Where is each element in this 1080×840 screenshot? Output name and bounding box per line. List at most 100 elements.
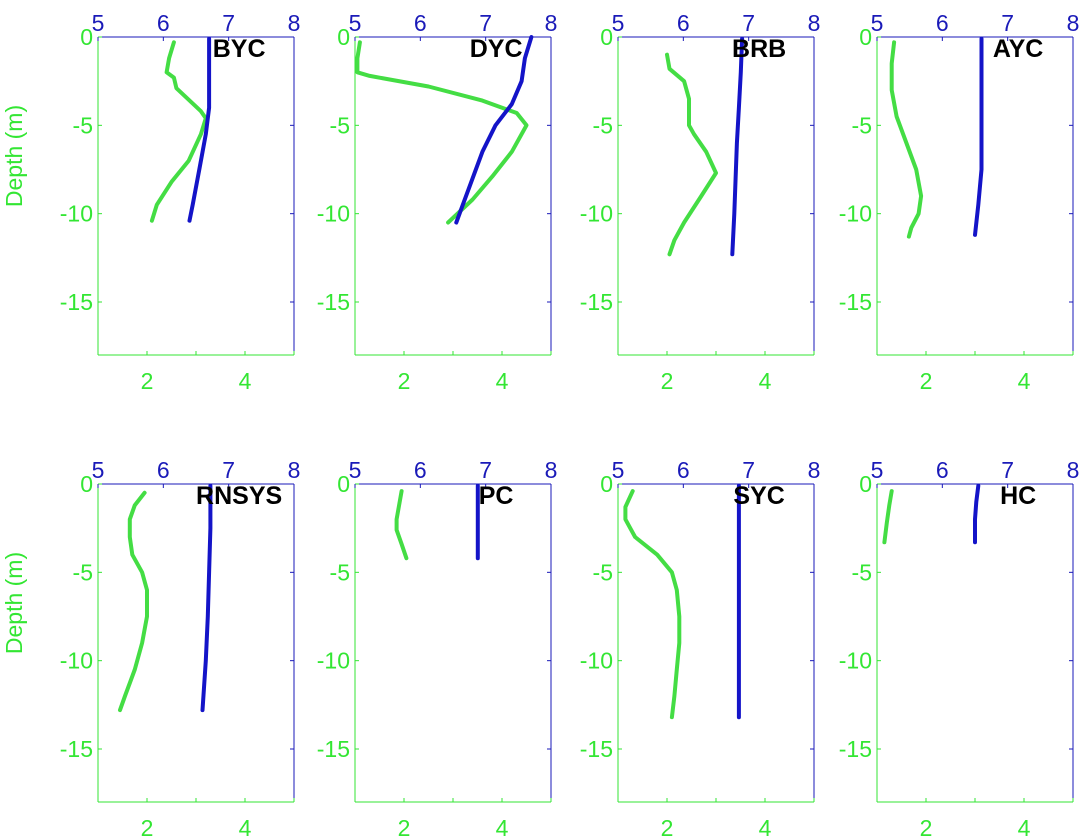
y-tick-label: -10 <box>580 648 613 674</box>
series-line-bottom-axis <box>394 489 409 561</box>
panel-byc: 0 -5 -10 -15 2 4 5 6 7 8 BYC Depth (m) <box>1 10 300 394</box>
x-top-tick-label: 6 <box>414 457 427 483</box>
x-bottom-tick-label: 2 <box>661 815 674 840</box>
y-tick-label: -15 <box>60 289 93 315</box>
series-line-top-axis <box>973 483 981 545</box>
x-top-tick-label: 8 <box>545 10 558 36</box>
y-tick-label: -10 <box>580 201 613 227</box>
x-bottom-tick-label: 2 <box>398 368 411 394</box>
y-tick-label: -5 <box>852 112 872 138</box>
station-label: BRB <box>732 35 786 63</box>
y-tick-label: -5 <box>73 112 93 138</box>
x-top-tick-label: 7 <box>1001 457 1014 483</box>
x-top-tick-label: 8 <box>288 10 301 36</box>
x-bottom-tick-label: 2 <box>920 815 933 840</box>
station-label: AYC <box>993 35 1044 63</box>
y-tick-label: -10 <box>60 201 93 227</box>
x-top-tick-label: 8 <box>545 457 558 483</box>
panel-syc: 0 -5 -10 -15 2 4 5 6 7 8 SYC <box>580 457 821 840</box>
series-line-top-axis <box>730 36 745 257</box>
x-bottom-tick-label: 2 <box>920 368 933 394</box>
y-tick-label: -15 <box>317 736 350 762</box>
series-line-top-axis <box>200 483 213 713</box>
x-bottom-tick-label: 4 <box>1018 368 1031 394</box>
x-bottom-tick-label: 4 <box>1018 815 1031 840</box>
series-line-top-axis <box>454 35 534 225</box>
y-tick-label: -10 <box>317 648 350 674</box>
panel-dyc: 0 -5 -10 -15 2 4 5 6 7 8 DYC <box>317 10 558 394</box>
panel-ayc: 0 -5 -10 -15 2 4 5 6 7 8 AYC <box>839 10 1080 394</box>
series-line-bottom-axis <box>623 489 682 720</box>
y-tick-label: -10 <box>839 648 872 674</box>
x-bottom-tick-label: 4 <box>759 815 772 840</box>
x-bottom-tick-label: 4 <box>239 815 252 840</box>
x-top-tick-label: 8 <box>808 10 821 36</box>
x-top-tick-label: 6 <box>936 457 949 483</box>
panel-brb: 0 -5 -10 -15 2 4 5 6 7 8 BRB <box>580 10 821 394</box>
station-label: RNSYS <box>196 482 282 510</box>
x-bottom-tick-label: 4 <box>496 815 509 840</box>
series-line-bottom-axis <box>118 490 149 713</box>
x-top-tick-label: 6 <box>414 10 427 36</box>
x-top-tick-label: 5 <box>349 10 362 36</box>
y-tick-label: -5 <box>852 559 872 585</box>
station-label: PC <box>479 482 514 510</box>
y-tick-label: -10 <box>839 201 872 227</box>
x-top-tick-label: 6 <box>677 457 690 483</box>
panel-pc: 0 -5 -10 -15 2 4 5 6 7 8 PC <box>317 457 558 840</box>
y-tick-label: 0 <box>337 24 350 50</box>
x-bottom-tick-label: 2 <box>661 368 674 394</box>
station-label: BYC <box>213 35 266 63</box>
x-bottom-tick-label: 4 <box>239 368 252 394</box>
x-top-tick-label: 8 <box>1067 457 1080 483</box>
x-top-tick-label: 6 <box>157 10 170 36</box>
series-line-bottom-axis <box>882 489 894 545</box>
x-top-tick-label: 7 <box>222 457 235 483</box>
y-axis-label: Depth (m) <box>1 105 27 207</box>
x-top-tick-label: 5 <box>92 10 105 36</box>
x-bottom-tick-label: 2 <box>398 815 411 840</box>
x-top-tick-label: 7 <box>742 457 755 483</box>
y-tick-label: -10 <box>60 648 93 674</box>
x-top-tick-label: 6 <box>677 10 690 36</box>
y-tick-label: -5 <box>73 559 93 585</box>
station-label: DYC <box>470 35 523 63</box>
series-line-top-axis <box>187 36 212 223</box>
y-tick-label: -5 <box>330 112 350 138</box>
y-tick-label: 0 <box>600 471 613 497</box>
x-top-tick-label: 7 <box>742 10 755 36</box>
x-top-tick-label: 6 <box>157 457 170 483</box>
series-line-bottom-axis <box>889 40 924 239</box>
x-top-tick-label: 8 <box>288 457 301 483</box>
series-line-top-axis <box>973 36 984 237</box>
x-top-tick-label: 7 <box>222 10 235 36</box>
y-tick-label: -15 <box>839 736 872 762</box>
y-tick-label: 0 <box>859 471 872 497</box>
series-line-bottom-axis <box>665 52 718 257</box>
x-top-tick-label: 5 <box>871 457 884 483</box>
x-top-tick-label: 8 <box>1067 10 1080 36</box>
x-bottom-tick-label: 4 <box>759 368 772 394</box>
y-tick-label: -15 <box>60 736 93 762</box>
y-tick-label: 0 <box>80 471 93 497</box>
series-line-bottom-axis <box>355 40 529 225</box>
y-tick-label: -5 <box>593 112 613 138</box>
x-top-tick-label: 5 <box>612 457 625 483</box>
x-bottom-tick-label: 2 <box>141 815 154 840</box>
x-top-tick-label: 7 <box>479 457 492 483</box>
x-top-tick-label: 6 <box>936 10 949 36</box>
x-top-tick-label: 5 <box>349 457 362 483</box>
y-tick-label: -10 <box>317 201 350 227</box>
x-top-tick-label: 7 <box>479 10 492 36</box>
panel-hc: 0 -5 -10 -15 2 4 5 6 7 8 HC <box>839 457 1080 840</box>
y-tick-label: -15 <box>839 289 872 315</box>
y-tick-label: 0 <box>80 24 93 50</box>
station-label: HC <box>1000 482 1036 510</box>
x-top-tick-label: 5 <box>92 457 105 483</box>
station-label: SYC <box>733 482 784 510</box>
y-tick-label: -15 <box>580 289 613 315</box>
y-tick-label: 0 <box>600 24 613 50</box>
series-line-bottom-axis <box>149 40 208 223</box>
